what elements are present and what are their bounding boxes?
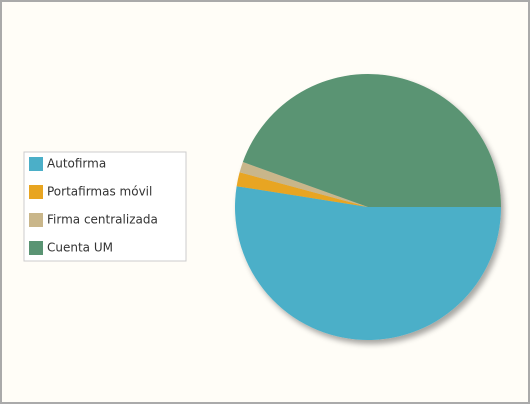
legend-swatch <box>29 241 43 255</box>
legend-swatch <box>29 157 43 171</box>
legend-label: Autofirma <box>47 157 106 171</box>
pie-slice <box>235 186 501 340</box>
pie-slice <box>242 73 501 207</box>
pie-slice <box>239 161 368 207</box>
legend-label: Cuenta UM <box>47 241 113 255</box>
legend-label: Portafirmas móvil <box>47 185 152 199</box>
pie-slice <box>236 172 368 207</box>
legend-swatch <box>29 185 43 199</box>
legend-label: Firma centralizada <box>47 213 158 227</box>
legend-box <box>23 151 187 262</box>
legend-swatch <box>29 213 43 227</box>
pie <box>235 73 501 340</box>
